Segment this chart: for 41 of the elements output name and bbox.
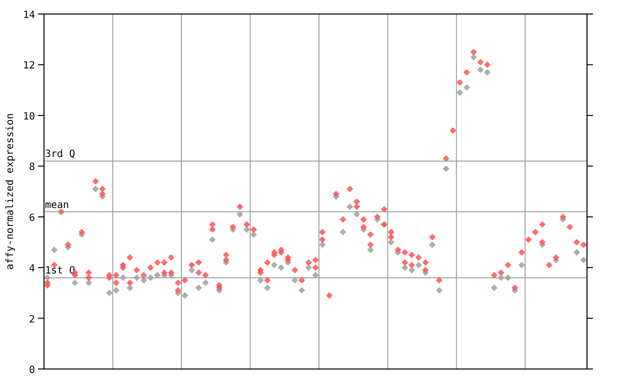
point xyxy=(271,252,278,258)
point xyxy=(367,242,374,248)
point xyxy=(422,266,429,274)
y-tick-label: 14 xyxy=(22,10,35,21)
point xyxy=(106,274,113,281)
point xyxy=(216,284,223,292)
y-tick-label: 8 xyxy=(28,162,35,174)
point xyxy=(388,234,394,240)
point xyxy=(360,224,367,230)
point xyxy=(319,236,326,243)
point xyxy=(85,274,92,281)
y-tick-label: 12 xyxy=(22,60,35,72)
point xyxy=(168,269,174,276)
point xyxy=(312,264,319,271)
point xyxy=(120,264,126,271)
point xyxy=(539,238,546,246)
point xyxy=(112,280,120,286)
point xyxy=(126,280,134,286)
point xyxy=(278,249,284,256)
point xyxy=(222,256,230,264)
y-axis-title: affy-normalized expression xyxy=(5,113,16,270)
y-tick-label: 0 xyxy=(28,365,35,376)
y-tick-label: 4 xyxy=(28,264,35,275)
point xyxy=(99,190,106,198)
point xyxy=(44,282,51,289)
point xyxy=(209,226,216,233)
ref-line-label: 1st Q xyxy=(45,266,76,277)
point xyxy=(161,269,168,276)
point xyxy=(402,259,408,266)
point xyxy=(284,256,292,264)
point xyxy=(353,203,360,210)
ref-line-label: 3rd Q xyxy=(45,149,76,160)
point xyxy=(264,277,271,284)
point xyxy=(174,287,182,294)
y-tick-label: 10 xyxy=(22,111,35,122)
point xyxy=(257,269,264,276)
y-tick-label: 2 xyxy=(28,314,35,326)
ref-line-label: mean xyxy=(45,200,70,211)
point xyxy=(408,262,415,268)
point xyxy=(195,269,202,276)
y-tick-label: 6 xyxy=(28,212,35,224)
